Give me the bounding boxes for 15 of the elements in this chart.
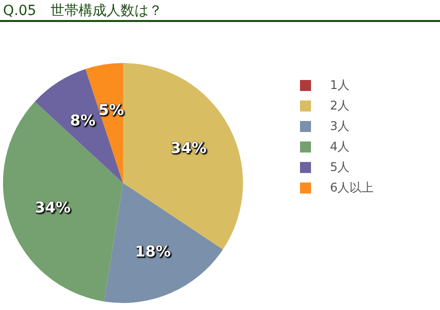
legend-label: 1人 bbox=[330, 78, 350, 92]
legend-label: 5人 bbox=[330, 160, 350, 174]
legend-label: 3人 bbox=[330, 119, 350, 134]
pie-slice bbox=[104, 183, 223, 303]
data-label: 8% bbox=[70, 112, 96, 130]
pie-slice bbox=[3, 102, 123, 302]
legend-label: 2人 bbox=[330, 98, 350, 113]
legend-label: 4人 bbox=[330, 140, 350, 154]
data-label: 18% bbox=[134, 242, 171, 260]
data-label: 34% bbox=[34, 198, 71, 217]
data-label: 5% bbox=[98, 100, 124, 119]
pie-slice bbox=[34, 68, 123, 183]
chart-title: Q.05 世帯構成人数は？ bbox=[3, 3, 162, 19]
data-label: 34% bbox=[170, 139, 207, 158]
legend-label: 6人以上 bbox=[330, 180, 374, 195]
